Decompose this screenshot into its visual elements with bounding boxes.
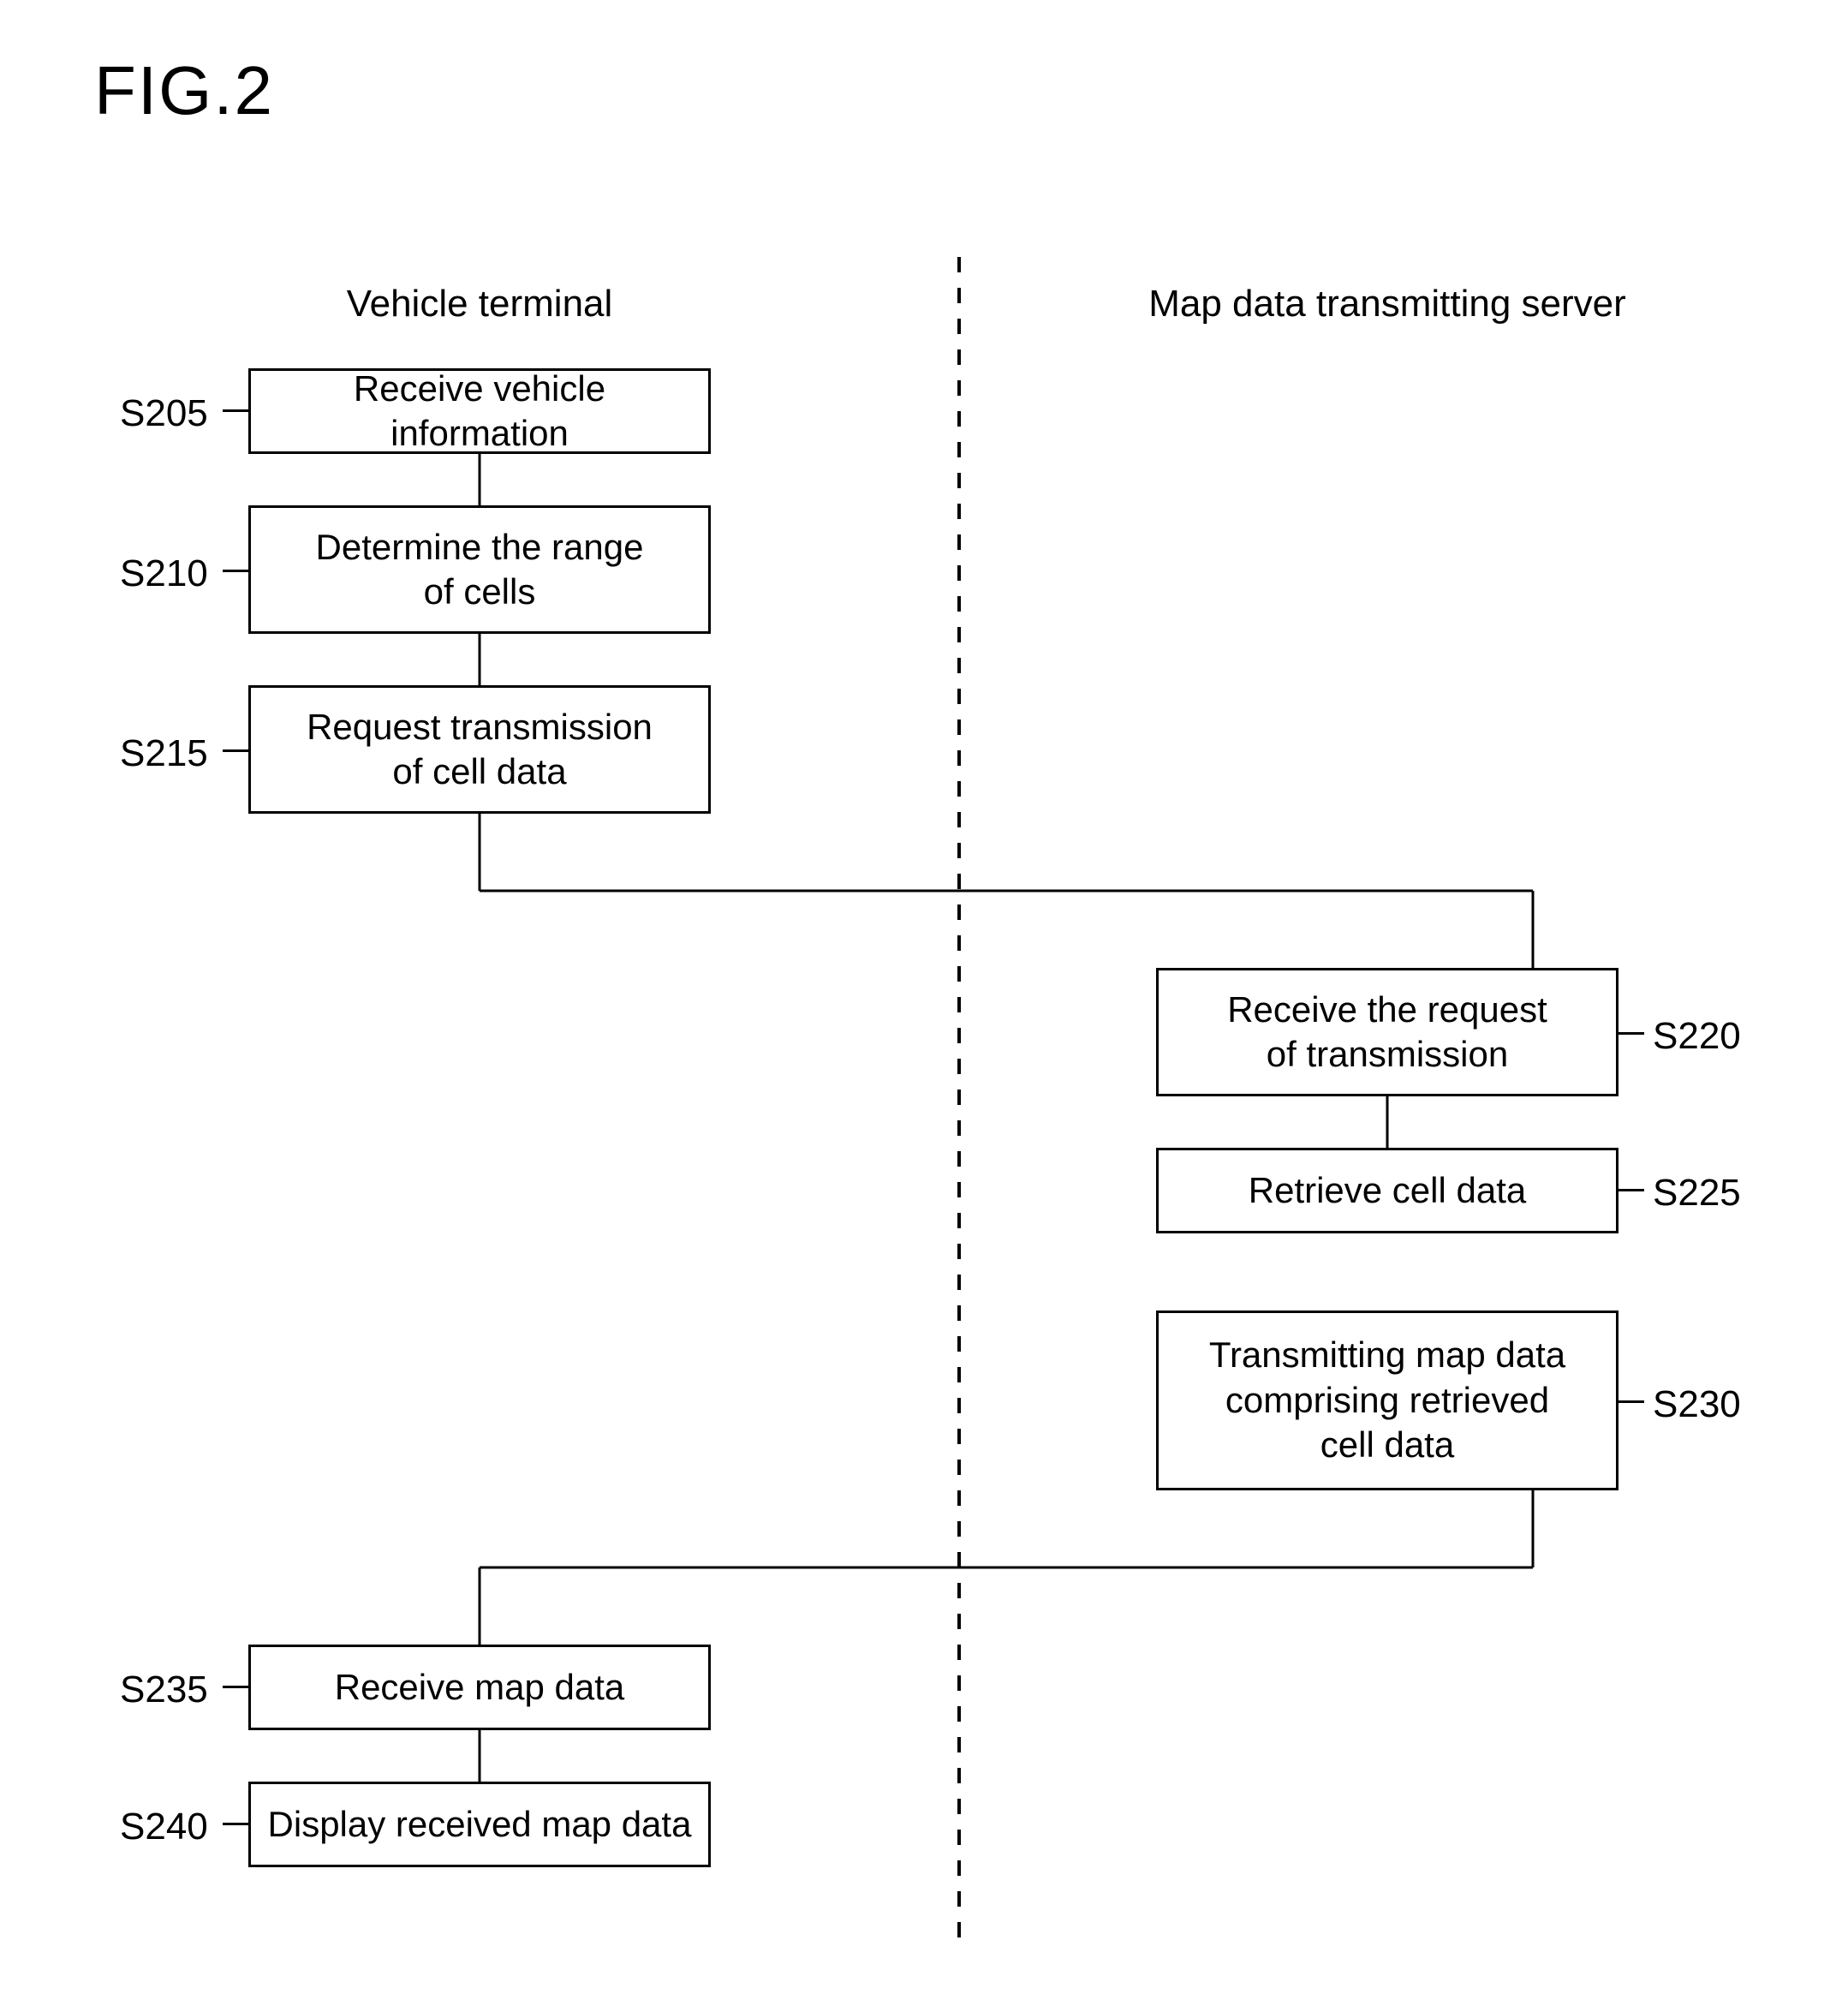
step-s235-text: Receive map data bbox=[335, 1665, 625, 1710]
label-tick bbox=[223, 1823, 248, 1825]
step-s220-box: Receive the requestof transmission bbox=[1156, 968, 1618, 1096]
step-s235-box: Receive map data bbox=[248, 1645, 711, 1730]
figure-title: FIG.2 bbox=[94, 51, 274, 130]
step-s225-text: Retrieve cell data bbox=[1249, 1168, 1527, 1214]
step-s210-box: Determine the rangeof cells bbox=[248, 505, 711, 634]
step-s240-label: S240 bbox=[120, 1806, 208, 1848]
step-s205-box: Receive vehicle information bbox=[248, 368, 711, 454]
right-column-header: Map data transmitting server bbox=[1079, 283, 1696, 325]
step-s215-label: S215 bbox=[120, 732, 208, 775]
step-s225-box: Retrieve cell data bbox=[1156, 1148, 1618, 1233]
step-s240-box: Display received map data bbox=[248, 1782, 711, 1867]
left-column-header: Vehicle terminal bbox=[248, 283, 711, 325]
step-s215-text: Request transmissionof cell data bbox=[307, 705, 653, 795]
label-tick bbox=[1618, 1400, 1644, 1403]
label-tick bbox=[1618, 1189, 1644, 1191]
label-tick bbox=[223, 570, 248, 572]
step-s220-label: S220 bbox=[1653, 1015, 1741, 1058]
label-tick bbox=[223, 749, 248, 752]
step-s240-text: Display received map data bbox=[268, 1802, 692, 1848]
label-tick bbox=[223, 409, 248, 412]
step-s225-label: S225 bbox=[1653, 1172, 1741, 1215]
label-tick bbox=[1618, 1032, 1644, 1035]
step-s230-text: Transmitting map datacomprising retrieve… bbox=[1209, 1333, 1565, 1468]
step-s210-text: Determine the rangeof cells bbox=[316, 525, 644, 615]
step-s210-label: S210 bbox=[120, 552, 208, 595]
label-tick bbox=[223, 1686, 248, 1688]
step-s205-text: Receive vehicle information bbox=[263, 367, 696, 457]
step-s235-label: S235 bbox=[120, 1669, 208, 1711]
diagram-canvas: FIG.2 Vehicle terminal Map data transmit… bbox=[0, 0, 1848, 2000]
step-s220-text: Receive the requestof transmission bbox=[1227, 988, 1547, 1078]
step-s230-label: S230 bbox=[1653, 1383, 1741, 1426]
step-s215-box: Request transmissionof cell data bbox=[248, 685, 711, 814]
step-s205-label: S205 bbox=[120, 392, 208, 435]
step-s230-box: Transmitting map datacomprising retrieve… bbox=[1156, 1310, 1618, 1490]
